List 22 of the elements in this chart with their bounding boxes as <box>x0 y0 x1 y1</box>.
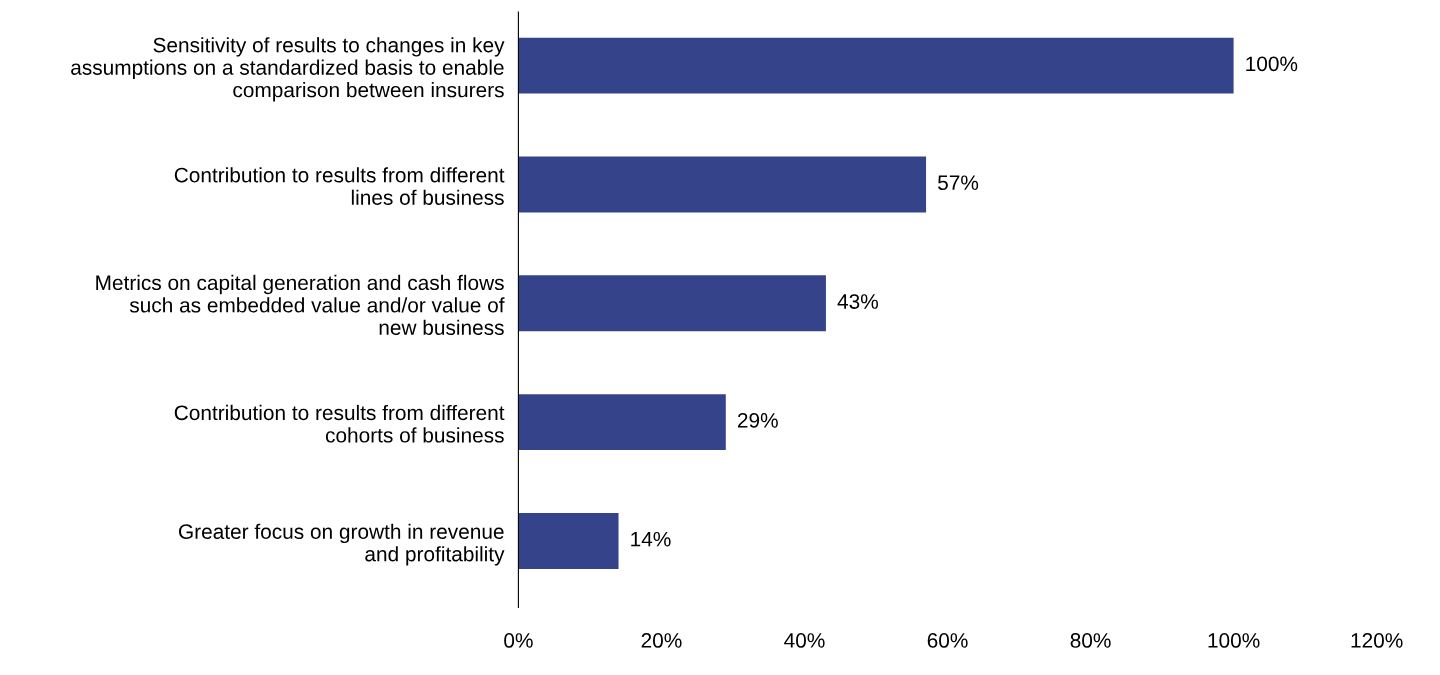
data-label: 57% <box>938 175 979 191</box>
x-tick-label: 120% <box>1351 633 1403 648</box>
data-label: 100% <box>1246 56 1298 72</box>
x-tick-label: 100% <box>1208 633 1260 648</box>
y-tick-label: Contribution to results from different lines of business <box>174 167 505 205</box>
bar <box>518 37 1234 94</box>
data-label: 29% <box>737 412 778 428</box>
x-tick-label: 40% <box>784 633 825 648</box>
y-tick-label: Sensitivity of results to changes in key assumptions on a standardized basis to enable comparison between insurers <box>71 37 505 102</box>
bar <box>518 275 826 332</box>
x-tick-label: 60% <box>927 633 968 648</box>
bar <box>518 156 927 213</box>
x-tick-label: 80% <box>1070 633 1111 648</box>
y-tick-label: Contribution to results from different cohorts of business <box>174 404 505 443</box>
bar <box>518 394 726 451</box>
x-tick-label: 0% <box>504 633 533 648</box>
data-label: 43% <box>837 294 878 309</box>
y-tick-label: Metrics on capital generation and cash flows such as embedded value and/or value of new business <box>96 274 505 335</box>
data-label: 14% <box>631 531 671 547</box>
bar <box>518 513 619 569</box>
y-tick-label: Greater focus on growth in revenue and profitability <box>179 523 505 566</box>
x-tick-label: 20% <box>641 633 682 648</box>
